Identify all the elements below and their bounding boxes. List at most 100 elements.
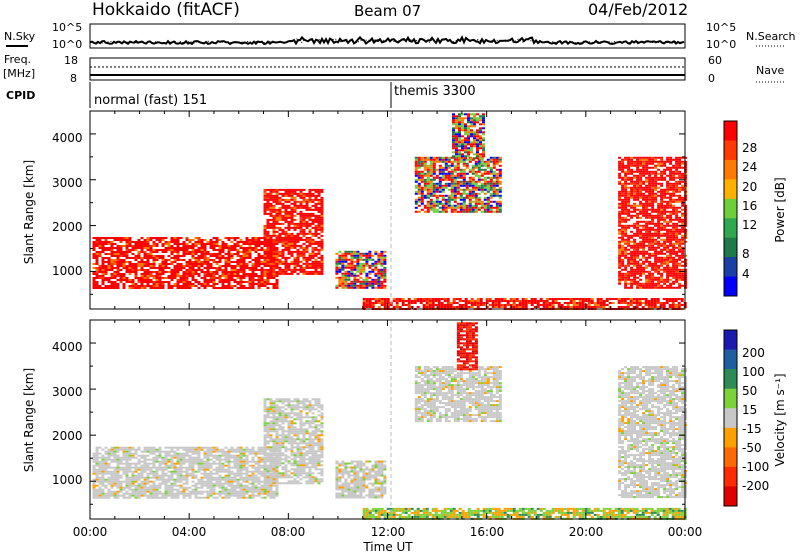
power-cell bbox=[446, 298, 450, 300]
power-cell bbox=[648, 270, 652, 273]
power-cell bbox=[257, 245, 261, 247]
power-cell bbox=[489, 210, 493, 213]
power-cell bbox=[359, 286, 363, 289]
power-cell bbox=[164, 263, 168, 265]
power-cell bbox=[365, 286, 369, 289]
power-cell bbox=[450, 204, 454, 207]
power-cell bbox=[417, 162, 421, 165]
power-cell bbox=[636, 174, 640, 177]
power-cell bbox=[275, 190, 279, 193]
power-cell bbox=[669, 172, 673, 175]
power-cell bbox=[263, 285, 267, 287]
power-cell bbox=[453, 200, 457, 203]
power-cell bbox=[480, 200, 484, 203]
power-cell bbox=[660, 204, 664, 207]
power-cell bbox=[194, 279, 198, 281]
power-cell bbox=[654, 238, 658, 241]
power-cell bbox=[299, 250, 303, 253]
power-cell bbox=[359, 272, 363, 275]
power-cell bbox=[290, 188, 294, 191]
power-cell bbox=[317, 272, 321, 275]
velocity-cell bbox=[104, 484, 108, 487]
power-cell bbox=[636, 196, 640, 199]
power-cell bbox=[149, 251, 153, 253]
power-cell bbox=[477, 166, 481, 169]
power-cell bbox=[464, 149, 467, 152]
power-cell bbox=[311, 232, 315, 235]
power-cell bbox=[203, 279, 207, 281]
power-cell bbox=[149, 257, 153, 259]
power-cell bbox=[317, 228, 321, 231]
power-cell bbox=[95, 255, 99, 257]
velocity-cell bbox=[122, 448, 126, 451]
power-cell bbox=[269, 252, 273, 255]
power-cell bbox=[314, 228, 318, 231]
power-cell bbox=[341, 280, 345, 283]
power-cell bbox=[468, 178, 472, 181]
power-cell bbox=[392, 306, 396, 308]
power-cell bbox=[468, 158, 472, 161]
power-cell bbox=[371, 254, 375, 257]
power-cell bbox=[287, 188, 291, 191]
power-cell bbox=[642, 164, 646, 167]
power-cell bbox=[444, 162, 448, 165]
velocity-cell bbox=[98, 456, 102, 459]
power-cell bbox=[260, 267, 264, 269]
power-cell bbox=[155, 279, 159, 281]
power-cell bbox=[188, 241, 192, 243]
power-cell bbox=[642, 284, 646, 287]
power-cell bbox=[266, 240, 270, 243]
power-cell bbox=[621, 178, 625, 181]
power-cell bbox=[320, 258, 324, 261]
power-cell bbox=[627, 166, 631, 169]
power-cell bbox=[473, 157, 476, 160]
power-cell bbox=[657, 242, 661, 245]
power-cell bbox=[167, 271, 171, 273]
power-cell bbox=[143, 239, 147, 241]
power-cell bbox=[681, 188, 685, 191]
power-cell bbox=[444, 210, 448, 213]
power-cell bbox=[299, 206, 303, 209]
power-cell bbox=[101, 279, 105, 281]
noise-panel: N.Sky 10^5 10^0 10^5 10^0 N.Search bbox=[4, 21, 796, 51]
power-cell bbox=[654, 192, 658, 195]
power-cell bbox=[471, 204, 475, 207]
power-cell bbox=[624, 234, 628, 237]
power-cell bbox=[98, 287, 102, 289]
power-cell bbox=[618, 230, 622, 233]
power-cell bbox=[596, 304, 600, 306]
power-cell bbox=[275, 226, 279, 229]
power-cell bbox=[614, 298, 618, 300]
power-cell bbox=[203, 267, 207, 269]
power-cell bbox=[681, 174, 685, 177]
velocity-cell bbox=[113, 458, 117, 461]
power-cell bbox=[272, 208, 276, 211]
power-cell bbox=[116, 263, 120, 265]
power-cell bbox=[290, 208, 294, 211]
power-cell bbox=[684, 270, 688, 273]
power-cell bbox=[449, 304, 453, 306]
power-cell bbox=[677, 304, 681, 306]
power-cell bbox=[269, 257, 273, 259]
power-cell bbox=[287, 198, 291, 201]
power-cell bbox=[639, 220, 643, 223]
velocity-cell bbox=[95, 448, 99, 451]
power-cell bbox=[206, 261, 210, 263]
power-cell bbox=[645, 222, 649, 225]
power-cell bbox=[203, 257, 207, 259]
power-cell bbox=[444, 158, 448, 161]
power-cell bbox=[675, 226, 679, 229]
power-cell bbox=[459, 168, 463, 171]
power-cell bbox=[426, 208, 430, 211]
power-cell bbox=[263, 190, 267, 193]
velocity-cell bbox=[98, 490, 102, 493]
power-cell bbox=[630, 282, 634, 285]
velocity-cell bbox=[101, 468, 105, 471]
power-cell bbox=[675, 250, 679, 253]
power-cell bbox=[269, 250, 273, 253]
power-cell bbox=[423, 196, 427, 199]
power-cell bbox=[429, 188, 433, 191]
power-cell bbox=[456, 162, 460, 165]
power-cell bbox=[494, 302, 498, 304]
power-cell bbox=[426, 206, 430, 209]
